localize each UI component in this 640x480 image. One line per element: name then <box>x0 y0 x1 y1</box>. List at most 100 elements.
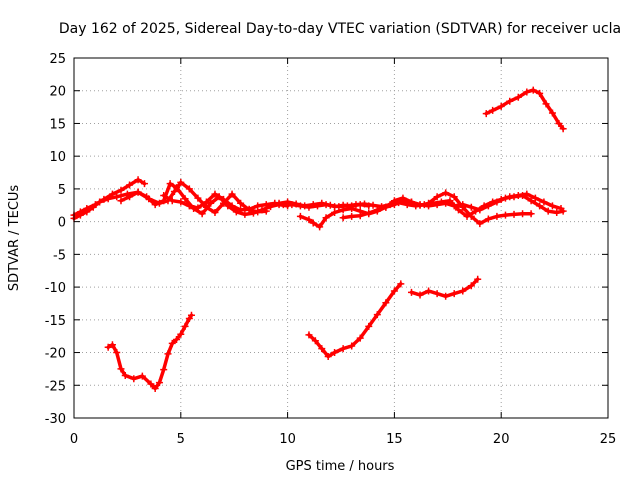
data-point <box>540 198 548 206</box>
data-point <box>211 208 219 216</box>
data-point <box>369 201 377 209</box>
data-point <box>433 201 441 209</box>
data-point <box>548 202 556 210</box>
y-tick-labels: -30 -25 -20 -15 -10 -5 0 5 10 15 20 25 <box>45 52 66 427</box>
data-point <box>147 380 155 388</box>
data-point <box>493 212 501 220</box>
y-tick-label: -15 <box>45 314 66 329</box>
data-series <box>70 86 567 393</box>
data-point <box>309 201 317 209</box>
data-point <box>104 195 112 203</box>
data-point <box>198 210 206 218</box>
data-point <box>331 349 339 357</box>
data-point <box>425 202 433 210</box>
data-point <box>416 201 424 209</box>
x-tick-label: 0 <box>70 432 78 447</box>
data-point <box>113 349 121 357</box>
x-tick-label: 25 <box>600 432 617 447</box>
data-point <box>292 200 300 208</box>
data-point <box>121 371 129 379</box>
data-point <box>339 206 347 214</box>
data-point <box>527 197 535 205</box>
data-point <box>450 202 458 210</box>
data-point <box>548 109 556 117</box>
y-tick-label: 25 <box>49 52 66 67</box>
data-point <box>194 204 202 212</box>
data-point <box>143 193 151 201</box>
y-tick-label: -30 <box>45 412 66 427</box>
data-point <box>160 366 168 374</box>
data-point <box>275 199 283 207</box>
data-point <box>339 214 347 222</box>
data-point <box>450 290 458 298</box>
data-point <box>531 194 539 202</box>
data-point <box>442 292 450 300</box>
data-point <box>331 208 339 216</box>
data-point <box>390 287 398 295</box>
data-point <box>130 375 138 383</box>
tick-marks <box>73 57 609 419</box>
data-point <box>348 212 356 220</box>
data-point <box>160 191 168 199</box>
data-point <box>138 372 146 380</box>
data-point <box>523 88 531 96</box>
data-point <box>356 212 364 220</box>
data-point <box>476 220 484 228</box>
data-point <box>301 202 309 210</box>
series-arc-j <box>407 275 482 300</box>
data-point <box>173 184 181 192</box>
data-point <box>459 287 467 295</box>
data-point <box>373 206 381 214</box>
data-point <box>220 195 228 203</box>
data-point <box>202 198 210 206</box>
data-point <box>501 211 509 219</box>
data-point <box>348 342 356 350</box>
y-axis-label: SDTVAR / TECUs <box>7 185 22 292</box>
data-point <box>113 193 121 201</box>
data-point <box>117 197 125 205</box>
data-point <box>117 365 125 373</box>
data-point <box>249 209 257 217</box>
data-point <box>373 311 381 319</box>
data-point <box>433 290 441 298</box>
data-point <box>407 198 415 206</box>
data-point <box>83 208 91 216</box>
data-point <box>151 201 159 209</box>
data-point <box>228 202 236 210</box>
x-tick-label: 5 <box>177 432 185 447</box>
y-tick-label: 15 <box>49 117 66 132</box>
data-point <box>416 291 424 299</box>
data-point <box>514 93 522 101</box>
data-point <box>390 201 398 209</box>
data-point <box>365 322 373 330</box>
data-point <box>536 202 544 210</box>
data-point <box>89 203 97 211</box>
data-point <box>237 199 245 207</box>
data-point <box>542 100 550 108</box>
data-point <box>425 287 433 295</box>
data-point <box>339 345 347 353</box>
data-point <box>324 352 332 360</box>
data-point <box>126 181 134 189</box>
data-point <box>536 89 544 97</box>
data-point <box>433 193 441 201</box>
data-point <box>151 385 159 393</box>
y-tick-label: -20 <box>45 347 66 362</box>
data-point <box>166 180 174 188</box>
data-point <box>467 212 475 220</box>
data-point <box>335 203 343 211</box>
data-point <box>474 275 482 283</box>
data-point <box>459 201 467 209</box>
chart-title: Day 162 of 2025, Sidereal Day-to-day VTE… <box>59 21 621 37</box>
y-tick-label: -25 <box>45 379 66 394</box>
x-tick-label: 20 <box>493 432 510 447</box>
data-point <box>96 198 104 206</box>
series-arc-g <box>339 191 567 222</box>
data-point <box>126 193 134 201</box>
data-point <box>228 190 236 198</box>
data-point <box>185 202 193 210</box>
data-point <box>309 219 317 227</box>
data-point <box>134 176 142 184</box>
data-point <box>467 282 475 290</box>
